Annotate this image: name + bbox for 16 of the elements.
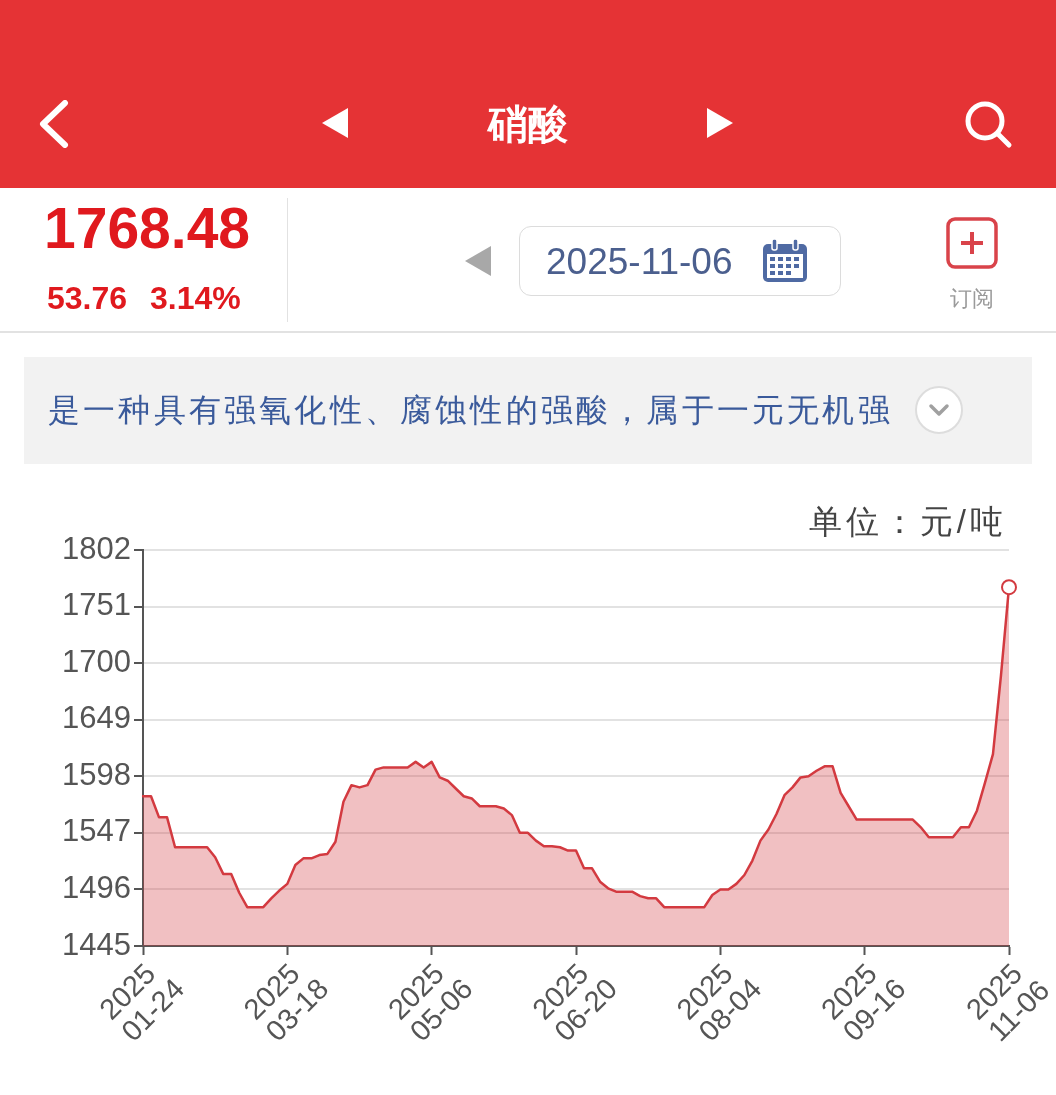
y-tick-label: 1649 <box>62 700 131 736</box>
text: 3.14% <box>150 280 241 316</box>
text: 是一种具有强氧化性、腐蚀性的强酸，属于一元无机强 <box>48 391 893 430</box>
text: 订阅 <box>949 285 995 313</box>
text: 2025-11-06 <box>546 240 733 284</box>
text: 1768.48 <box>44 196 251 260</box>
y-tick-label: 1445 <box>62 926 131 962</box>
y-tick-label: 1700 <box>62 643 131 679</box>
y-tick-label: 1598 <box>62 756 131 792</box>
y-axis-title: 单位：元/吨 <box>807 502 1007 542</box>
y-tick-label: 1547 <box>62 813 131 849</box>
y-tick-label: 1496 <box>62 869 131 905</box>
y-tick-label: 1802 <box>62 530 131 566</box>
y-tick-label: 1751 <box>62 587 131 623</box>
chart-title: 硝酸 <box>486 101 569 148</box>
text: 53.76 <box>47 280 128 316</box>
